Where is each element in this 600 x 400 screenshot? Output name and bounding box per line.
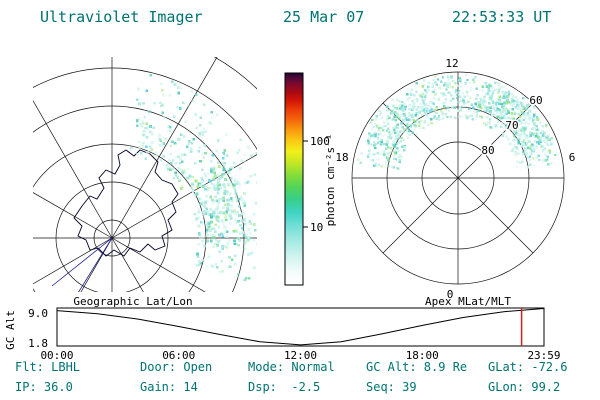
colorbar-gradient [284, 72, 304, 286]
xtick-1200: 12:00 [284, 349, 317, 362]
instrument-title: Ultraviolet Imager [40, 8, 203, 26]
gc-alt-curve [56, 308, 544, 346]
mlat-label-60: 60 [529, 94, 542, 107]
xtick-1800: 18:00 [406, 349, 439, 362]
mlt-label-0: 0 [447, 288, 454, 301]
emission-left [129, 73, 257, 283]
xtick-0600: 06:00 [162, 349, 195, 362]
colorbar-tick-label-10: 10 [310, 221, 323, 234]
emission-right [357, 74, 558, 170]
status-flt: Flt: LBHL [15, 360, 81, 374]
gc-alt-ymin: 1.8 [28, 337, 48, 350]
status-door: Door: Open [140, 360, 213, 374]
geo-lon-meridians [33, 57, 257, 292]
status-ip: IP: 36.0 [15, 380, 73, 394]
status-glon: GLon: 99.2 [488, 380, 561, 394]
gc-alt-strip: Geographic Lat/Lon Apex MLat/MLT GC Alt … [4, 295, 561, 362]
status-glat: GLat: -72.6 [488, 360, 568, 374]
emission-right-wrap [357, 74, 558, 170]
time-label: 22:53:33 UT [452, 8, 552, 26]
apex-plot-panel: 12 18 6 0 60 70 80 [335, 57, 575, 301]
geo-lat-circles [33, 57, 257, 292]
gc-alt-frame [56, 307, 545, 347]
geo-map-panel [33, 57, 257, 292]
status-dsp: Dsp: -2.5 [248, 380, 321, 394]
colorbar: 100 10 photon cm⁻²s⁻¹ [284, 72, 337, 286]
gc-alt-axis-label: GC Alt [4, 310, 17, 350]
status-gc-alt: GC Alt: 8.9 Re [366, 360, 468, 374]
colorbar-tick-label-100: 100 [310, 135, 330, 148]
mlt-label-18: 18 [335, 151, 348, 164]
gc-alt-ymax: 9.0 [28, 307, 48, 320]
status-seq: Seq: 39 [366, 380, 417, 394]
mlat-label-70: 70 [505, 119, 518, 132]
xtick-2359: 23:59 [527, 349, 560, 362]
mlt-label-12: 12 [445, 57, 458, 70]
xtick-0000: 00:00 [40, 349, 73, 362]
mlat-label-80: 80 [481, 144, 494, 157]
status-gain: Gain: 14 [140, 380, 198, 394]
mlt-label-6: 6 [569, 151, 576, 164]
antarctica-coastline [73, 149, 179, 257]
date-label: 25 Mar 07 [283, 8, 365, 26]
colorbar-units-label: photon cm⁻²s⁻¹ [324, 134, 337, 227]
terminator-lines [51, 237, 113, 292]
left-panel-title: Geographic Lat/Lon [73, 295, 192, 308]
right-panel-title: Apex MLat/MLT [425, 295, 511, 308]
status-mode: Mode: Normal [248, 360, 335, 374]
